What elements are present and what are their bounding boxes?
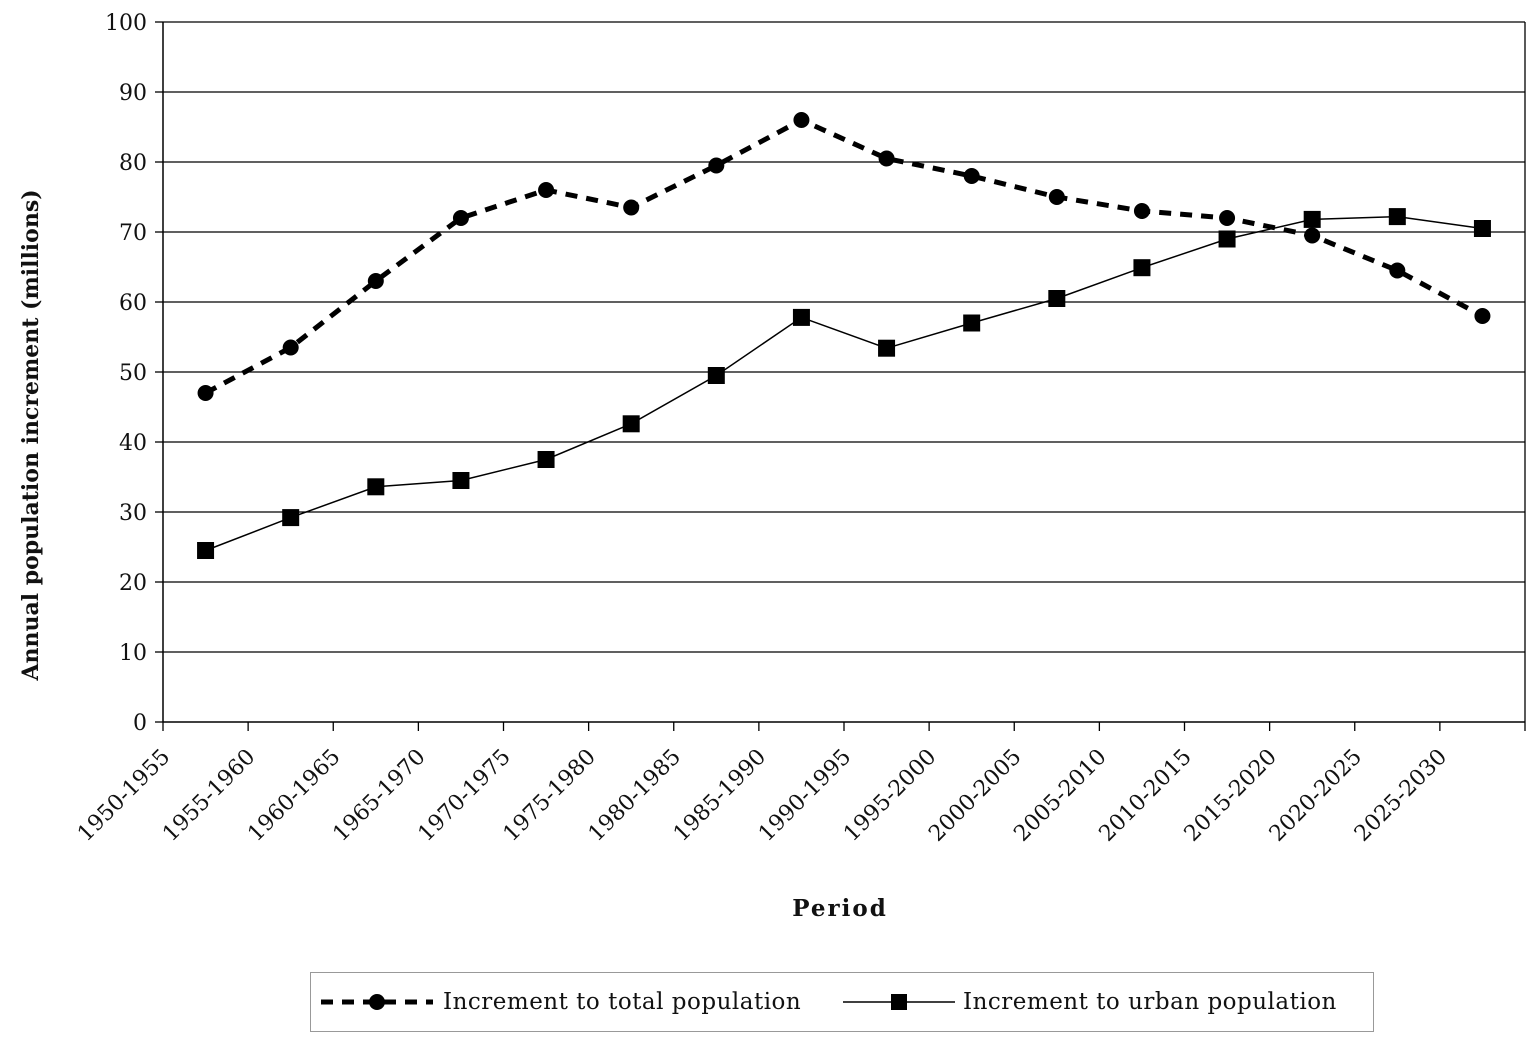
data-point (878, 339, 896, 357)
legend-label-urban: Increment to urban population (963, 989, 1337, 1015)
data-point (963, 314, 981, 332)
data-point (1048, 189, 1065, 205)
data-point (623, 199, 640, 216)
data-point (1218, 230, 1236, 248)
data-point (1473, 220, 1491, 237)
series-line (205, 215, 1483, 552)
data-point (538, 182, 555, 198)
data-point (1474, 308, 1491, 324)
data-point (197, 385, 214, 401)
data-point (878, 150, 895, 167)
series-lines (197, 112, 1491, 559)
data-point (1219, 210, 1236, 226)
data-point (1304, 227, 1321, 244)
y-tick-label: 20 (119, 571, 147, 596)
y-tick-labels: 0 10 20 30 40 50 60 70 80 90 100 (105, 11, 147, 736)
data-point (707, 367, 725, 384)
y-tick-label: 0 (133, 711, 147, 736)
data-point (1048, 290, 1066, 307)
x-tick-labels: 1950-19551955-19601960-19651965-19701970… (73, 745, 1452, 847)
data-point (1388, 208, 1406, 226)
data-point (367, 273, 384, 289)
data-point (197, 542, 215, 559)
data-point (1133, 203, 1150, 219)
legend-swatch-urban (843, 994, 955, 1010)
data-point (452, 472, 470, 489)
y-tick-label: 70 (119, 221, 147, 246)
y-tick-label: 80 (119, 151, 147, 176)
data-point (537, 451, 555, 468)
y-tick-label: 50 (119, 361, 147, 386)
data-point (282, 509, 300, 527)
legend-item-urban: Increment to urban population (841, 973, 1337, 1031)
y-tick-label: 60 (119, 291, 147, 316)
y-axis-title: Annual population increment (millions) (18, 189, 44, 681)
data-point (452, 210, 469, 226)
data-point (1303, 210, 1321, 228)
data-point (792, 308, 810, 326)
legend: Increment to total population Increment … (310, 972, 1374, 1032)
y-tick-label: 40 (119, 431, 147, 456)
data-point (282, 339, 299, 356)
series-total (197, 112, 1491, 401)
data-point (708, 157, 725, 174)
legend-label-total: Increment to total population (443, 989, 802, 1015)
data-point (1133, 259, 1151, 277)
y-tick-label: 90 (119, 81, 147, 106)
y-tick-label: 10 (119, 641, 147, 666)
y-tick-label: 100 (105, 11, 147, 36)
legend-item-total: Increment to total population (317, 973, 801, 1031)
data-point (367, 478, 385, 496)
data-point (793, 112, 810, 128)
series-urban (197, 208, 1491, 559)
data-point (963, 168, 980, 184)
gridlines (163, 21, 1525, 653)
x-tick-label: 2025-2030 (1350, 745, 1452, 847)
series-line (204, 117, 1484, 396)
data-point (622, 415, 640, 433)
axes (155, 21, 1526, 731)
data-point (1389, 262, 1406, 279)
y-tick-label: 30 (119, 501, 147, 526)
x-axis-title: Period (792, 895, 888, 922)
legend-swatch-total (321, 994, 433, 1010)
